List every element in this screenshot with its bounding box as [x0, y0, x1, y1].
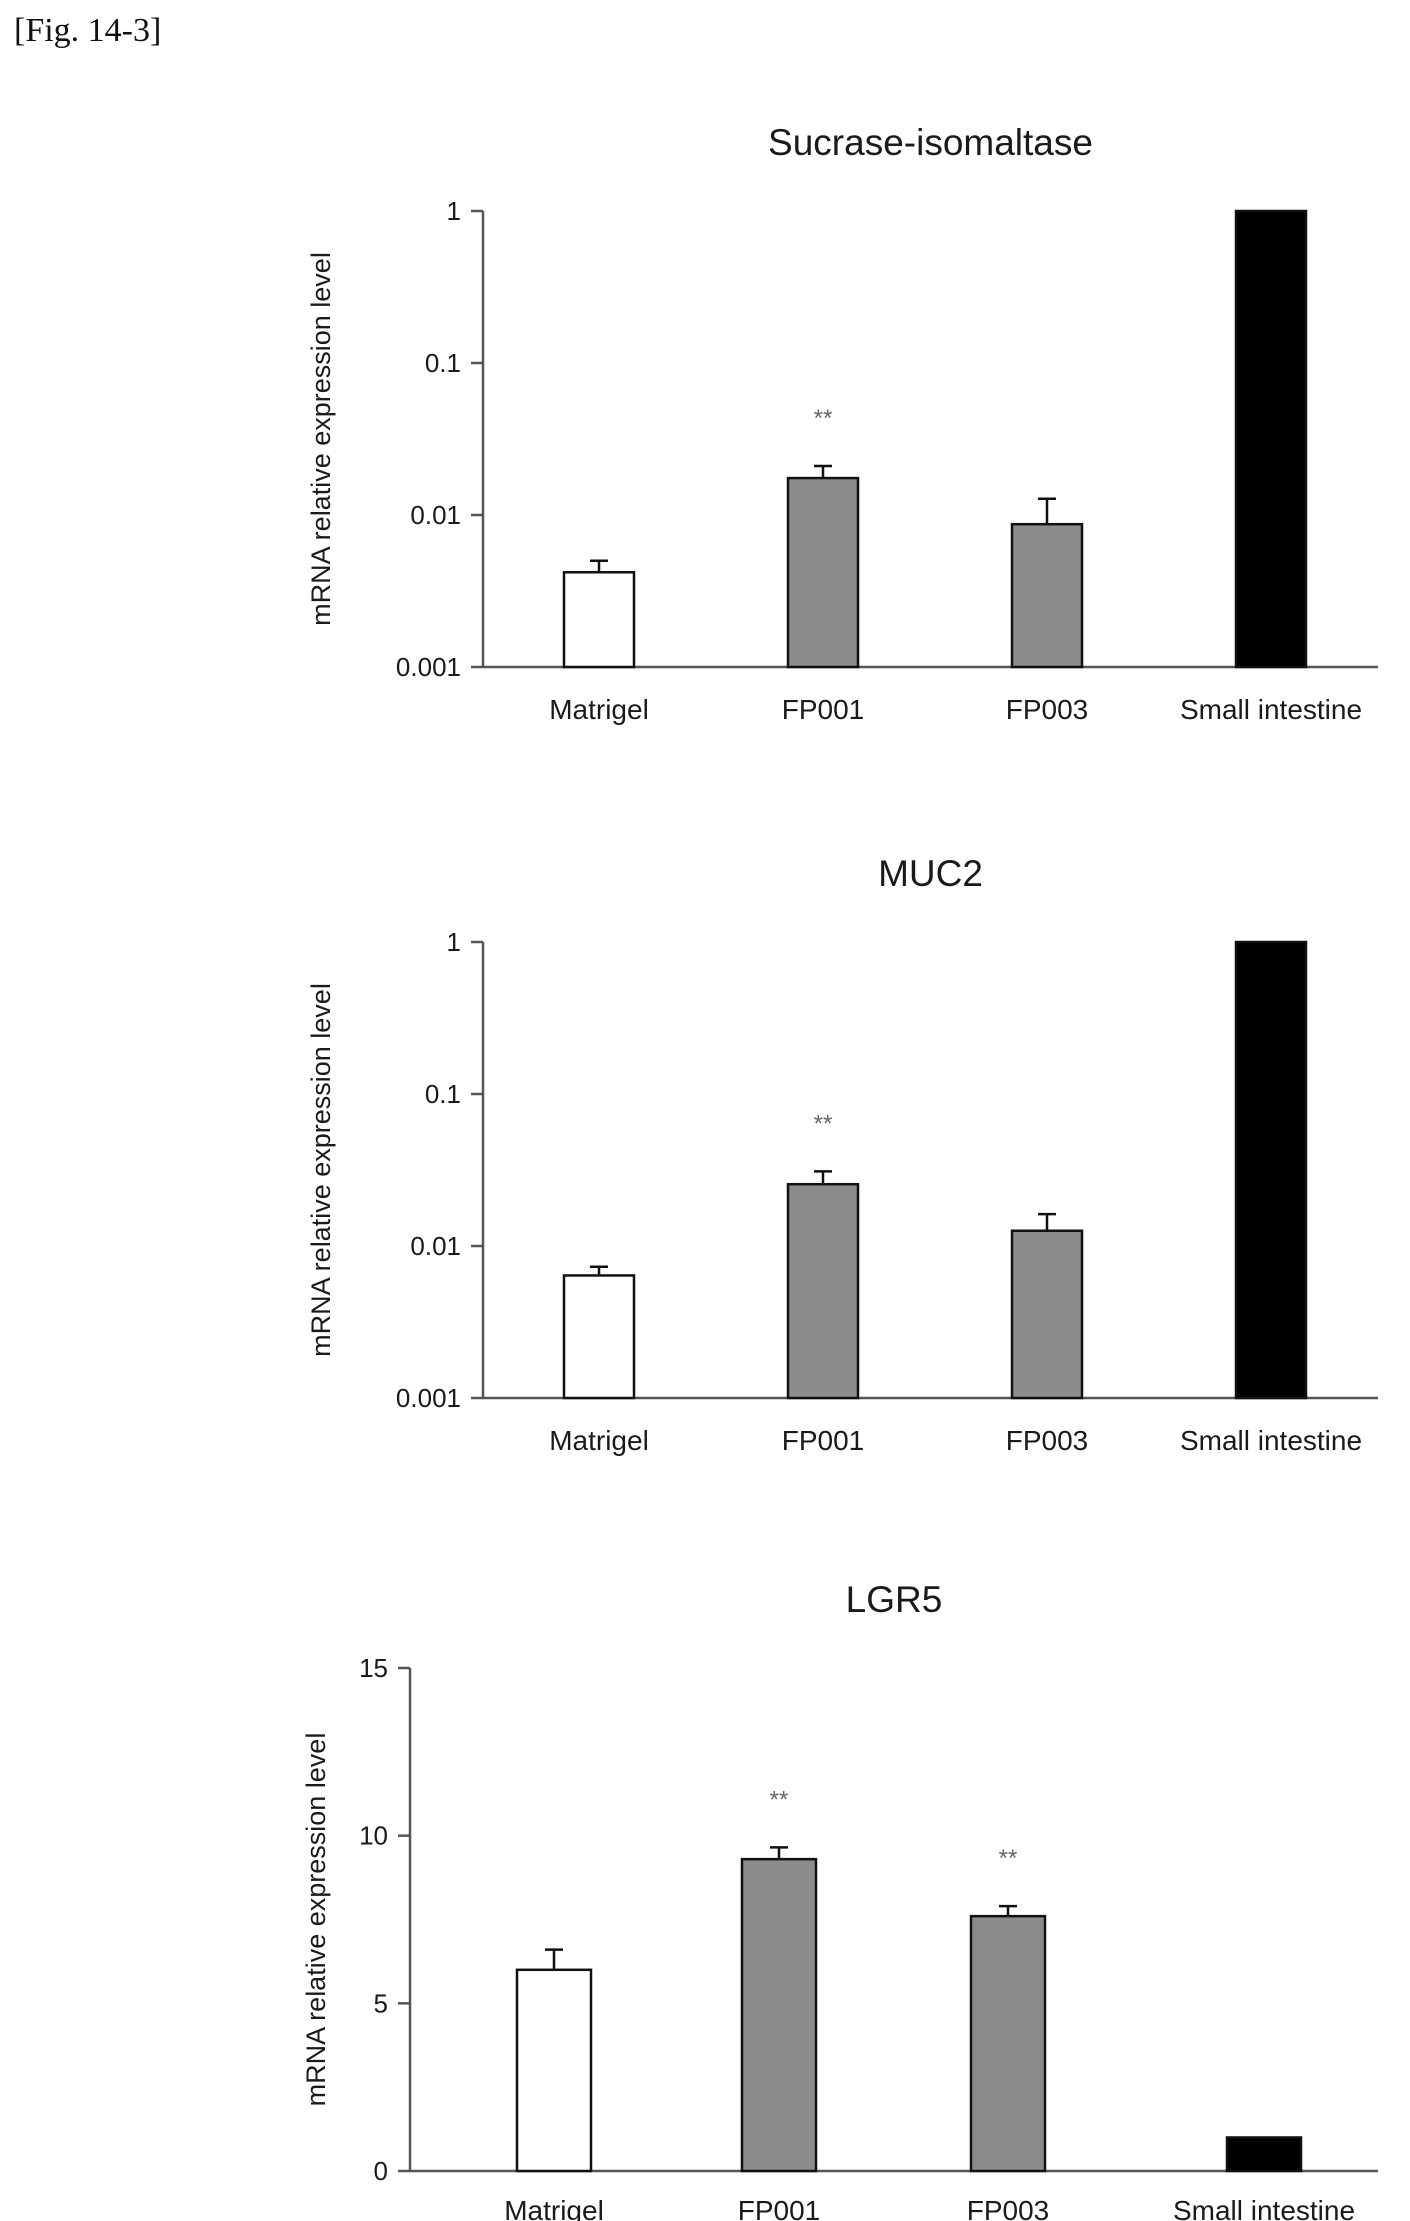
chart-3: LGR5 mRNA relative expression level 0 5 10 15…: [301, 1579, 1378, 2221]
bar-fp001: [786, 1182, 860, 1400]
y-tick-label: 0.1: [425, 348, 461, 378]
x-category-label: FP001: [738, 2195, 821, 2221]
y-tick-label: 0.01: [410, 1231, 461, 1261]
significance-marker: **: [814, 405, 833, 432]
significance-marker: **: [999, 1845, 1018, 1872]
bar-small-intestine: [1234, 209, 1308, 669]
x-category-label: Small intestine: [1180, 694, 1362, 725]
y-axis-label: mRNA relative expression level: [306, 252, 336, 626]
x-category-label: FP003: [1006, 1425, 1089, 1456]
y-tick-label: 0.1: [425, 1079, 461, 1109]
chart-title: LGR5: [846, 1579, 943, 1620]
x-category-label: Small intestine: [1173, 2195, 1355, 2221]
chart-2: MUC2 mRNA relative expression level 0.001 0…: [306, 853, 1378, 1456]
y-tick-label: 1: [447, 196, 461, 226]
y-tick-label: 1: [447, 927, 461, 957]
bar-fp001: [786, 476, 860, 669]
y-tick-label: 0.01: [410, 500, 461, 530]
x-category-label: FP003: [1006, 694, 1089, 725]
bar-matrigel: [562, 1274, 636, 1400]
y-tick-label: 0: [374, 2156, 388, 2186]
chart-title: MUC2: [878, 853, 983, 894]
x-category-label: FP001: [782, 694, 865, 725]
y-tick-label: 0.001: [396, 652, 461, 682]
significance-marker: **: [770, 1786, 789, 1813]
y-axis-label: mRNA relative expression level: [301, 1733, 331, 2107]
bar-fp003: [1010, 1229, 1084, 1400]
x-category-label: Matrigel: [549, 1425, 649, 1456]
bar-small-intestine: [1234, 940, 1308, 1400]
y-axis-label: mRNA relative expression level: [306, 983, 336, 1357]
bar-matrigel: [562, 571, 636, 669]
figure-label: [Fig. 14-3]: [14, 12, 162, 49]
significance-marker: **: [814, 1110, 833, 1137]
y-tick-label: 5: [374, 1988, 388, 2018]
x-category-label: Small intestine: [1180, 1425, 1362, 1456]
chart-1: Sucrase-isomaltase mRNA relative expressi…: [306, 122, 1378, 725]
x-category-label: FP001: [782, 1425, 865, 1456]
x-category-label: Matrigel: [549, 694, 649, 725]
y-tick-label: 0.001: [396, 1383, 461, 1413]
bar-matrigel: [515, 1968, 593, 2173]
x-category-label: Matrigel: [504, 2195, 604, 2221]
bar-fp003: [1010, 522, 1084, 669]
chart-title: Sucrase-isomaltase: [768, 122, 1093, 163]
y-tick-label: 10: [359, 1821, 388, 1851]
y-tick-label: 15: [359, 1653, 388, 1683]
bar-fp001: [740, 1857, 818, 2173]
bar-small-intestine: [1225, 2136, 1303, 2173]
x-category-label: FP003: [967, 2195, 1050, 2221]
bar-fp003: [969, 1914, 1047, 2173]
